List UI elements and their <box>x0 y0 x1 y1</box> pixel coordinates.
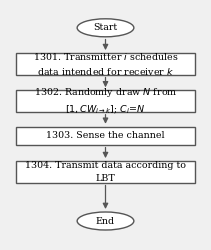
FancyBboxPatch shape <box>16 53 195 74</box>
Text: End: End <box>96 216 115 226</box>
Text: 1304. Transmit data according to
LBT: 1304. Transmit data according to LBT <box>25 161 186 182</box>
Text: Start: Start <box>93 23 118 32</box>
FancyBboxPatch shape <box>16 90 195 112</box>
Text: 1301. Transmitter $i$ schedules
data intended for receiver $k$: 1301. Transmitter $i$ schedules data int… <box>33 50 178 77</box>
Text: 1303. Sense the channel: 1303. Sense the channel <box>46 131 165 140</box>
FancyBboxPatch shape <box>16 161 195 182</box>
Ellipse shape <box>77 212 134 230</box>
FancyBboxPatch shape <box>16 127 195 145</box>
Text: 1302. Randomly draw $N$ from
$[1, CW_{i\rightarrow k}]$; $C_i$=$N$: 1302. Randomly draw $N$ from $[1, CW_{i\… <box>34 86 177 116</box>
Ellipse shape <box>77 19 134 37</box>
